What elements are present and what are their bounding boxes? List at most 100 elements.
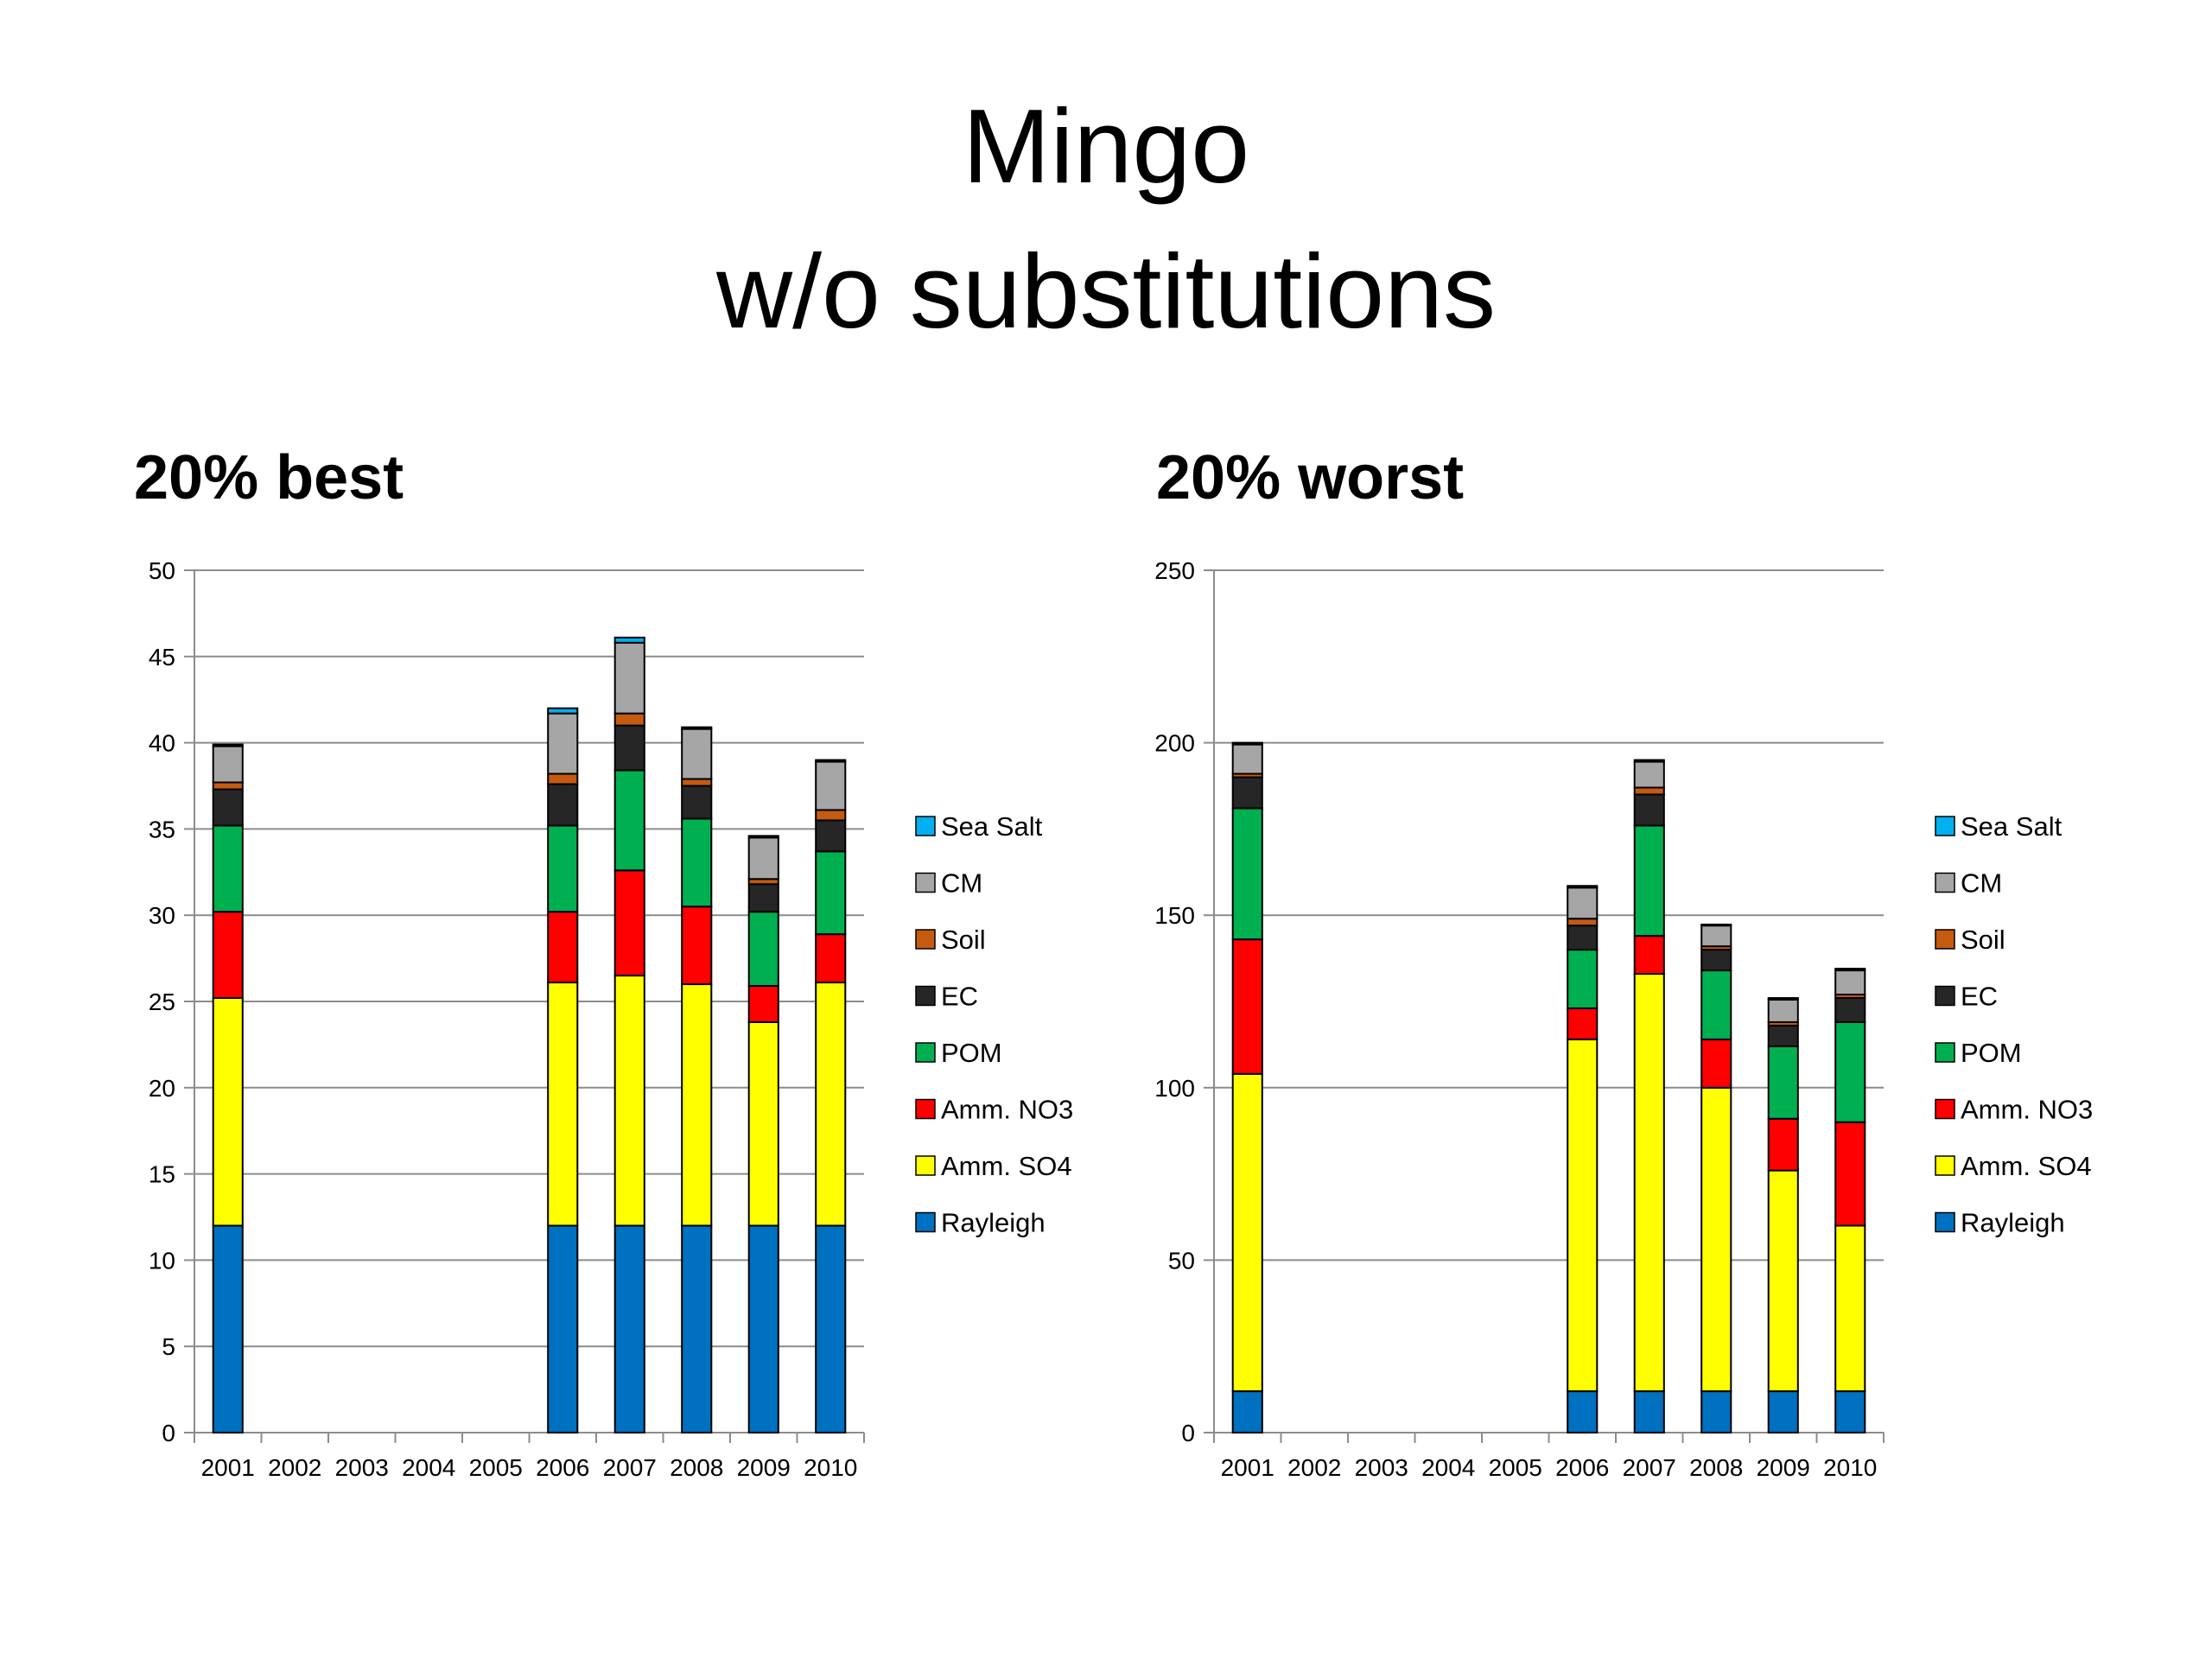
best-bar-pom-2010 xyxy=(815,850,847,936)
best-y-tick-label: 30 xyxy=(149,902,175,929)
best-bar-amm-so4-2006 xyxy=(547,982,579,1227)
worst-bar-rayleigh-2008 xyxy=(1700,1390,1732,1434)
best-legend-swatch-rayleigh xyxy=(915,1211,936,1233)
worst-bar-pom-2009 xyxy=(1767,1045,1799,1120)
worst-bar-amm-no3-2009 xyxy=(1767,1117,1799,1172)
best-legend-label-amm-so4: Amm. SO4 xyxy=(941,1151,1072,1181)
worst-bar-cm-2007 xyxy=(1633,760,1665,789)
worst-bar-soil-2006 xyxy=(1567,918,1599,927)
worst-legend-swatch-ec xyxy=(1935,985,1955,1007)
best-bar-sea-salt-2009 xyxy=(747,835,779,839)
best-legend-swatch-amm-no3 xyxy=(915,1098,936,1120)
best-legend-swatch-pom xyxy=(915,1042,936,1063)
best-bar-rayleigh-2006 xyxy=(547,1224,579,1433)
best-legend-swatch-amm-so4 xyxy=(915,1155,936,1176)
worst-x-tick-label: 2002 xyxy=(1287,1454,1341,1481)
best-bar-pom-2001 xyxy=(212,824,244,913)
best-x-tick-label: 2003 xyxy=(335,1454,389,1481)
best-x-tick-label: 2008 xyxy=(670,1454,723,1481)
worst-legend-label-amm-so4: Amm. SO4 xyxy=(1961,1151,2092,1181)
worst-legend-swatch-pom xyxy=(1935,1042,1955,1063)
best-legend-label-cm: CM xyxy=(941,868,982,899)
worst-bar-amm-so4-2010 xyxy=(1834,1224,1866,1393)
best-y-tick-label: 5 xyxy=(162,1333,175,1360)
worst-bar-ec-2007 xyxy=(1633,793,1665,827)
worst-bar-sea-salt-2006 xyxy=(1567,885,1599,889)
best-bar-sea-salt-2007 xyxy=(613,636,645,644)
best-bar-cm-2008 xyxy=(681,728,713,780)
best-bar-pom-2007 xyxy=(613,769,645,872)
best-y-tick-label: 15 xyxy=(149,1161,175,1188)
chart-best: 0 5 10 15 20 25 30 35 40 45 50 2001 2002 2003 2004 2005… xyxy=(149,557,1073,1481)
worst-legend-label-rayleigh: Rayleigh xyxy=(1961,1208,2065,1238)
worst-x-tick-label: 2004 xyxy=(1421,1454,1475,1481)
best-legend-label-soil: Soil xyxy=(941,925,986,955)
worst-bar-amm-no3-2001 xyxy=(1231,938,1263,1075)
best-legend-swatch-soil xyxy=(915,929,936,950)
best-y-tick-label: 10 xyxy=(149,1247,175,1274)
worst-bar-amm-so4-2009 xyxy=(1767,1169,1799,1393)
worst-legend-label-soil: Soil xyxy=(1961,925,2005,955)
worst-legend-swatch-sea-salt xyxy=(1935,816,1955,836)
best-bar-rayleigh-2001 xyxy=(212,1224,244,1433)
worst-bar-rayleigh-2009 xyxy=(1767,1390,1799,1434)
best-x-tick-label: 2007 xyxy=(603,1454,657,1481)
chart-title-worst: 20% worst xyxy=(1156,443,1465,512)
best-bar-ec-2006 xyxy=(547,783,579,827)
worst-bar-pom-2007 xyxy=(1633,824,1665,938)
worst-bar-rayleigh-2001 xyxy=(1231,1390,1263,1434)
best-y-tick-label: 40 xyxy=(149,730,175,757)
best-bar-soil-2001 xyxy=(212,781,244,791)
worst-bar-amm-no3-2010 xyxy=(1834,1121,1866,1227)
best-bar-sea-salt-2008 xyxy=(681,726,713,730)
best-x-tick-label: 2002 xyxy=(268,1454,321,1481)
best-legend-label-pom: POM xyxy=(941,1038,1002,1068)
worst-y-tick-label: 0 xyxy=(1181,1420,1195,1446)
best-y-tick-label: 25 xyxy=(149,988,175,1015)
best-bar-amm-no3-2006 xyxy=(547,911,579,984)
worst-bar-amm-no3-2008 xyxy=(1700,1038,1732,1089)
best-y-tick-label: 0 xyxy=(162,1420,175,1446)
best-bar-pom-2008 xyxy=(681,817,713,908)
best-legend-label-amm-no3: Amm. NO3 xyxy=(941,1095,1073,1125)
worst-bar-ec-2008 xyxy=(1700,949,1732,972)
best-bar-amm-no3-2010 xyxy=(815,933,847,984)
worst-bar-pom-2001 xyxy=(1231,807,1263,941)
best-y-tick-label: 20 xyxy=(149,1075,175,1102)
worst-x-tick-label: 2005 xyxy=(1489,1454,1542,1481)
worst-bar-amm-so4-2001 xyxy=(1231,1072,1263,1393)
best-bar-cm-2007 xyxy=(613,641,645,715)
best-bar-rayleigh-2007 xyxy=(613,1224,645,1433)
best-bar-amm-so4-2007 xyxy=(613,975,645,1227)
best-bar-sea-salt-2010 xyxy=(815,759,847,763)
best-x-tick-label: 2001 xyxy=(201,1454,255,1481)
worst-x-tick-label: 2003 xyxy=(1355,1454,1408,1481)
worst-bar-rayleigh-2007 xyxy=(1633,1390,1665,1434)
best-legend-label-ec: EC xyxy=(941,982,978,1012)
chart-worst: 0 50 100 150 200 250 2001 2002 2003 2004 2005 2006 2… xyxy=(1154,557,2093,1481)
best-y-tick-label: 35 xyxy=(149,816,175,842)
worst-bar-sea-salt-2001 xyxy=(1231,741,1263,746)
best-bar-amm-no3-2008 xyxy=(681,906,713,986)
best-bar-pom-2009 xyxy=(747,911,779,988)
best-bar-soil-2008 xyxy=(681,778,713,787)
worst-bar-pom-2010 xyxy=(1834,1020,1866,1123)
worst-bar-cm-2010 xyxy=(1834,969,1866,996)
worst-bar-pom-2008 xyxy=(1700,969,1732,1040)
worst-x-tick-label: 2006 xyxy=(1555,1454,1609,1481)
worst-bar-ec-2010 xyxy=(1834,997,1866,1023)
best-bar-cm-2001 xyxy=(212,745,244,784)
worst-bar-pom-2006 xyxy=(1567,949,1599,1009)
worst-legend-swatch-cm xyxy=(1935,872,1955,893)
worst-x-tick-label: 2007 xyxy=(1623,1454,1676,1481)
worst-x-tick-label: 2001 xyxy=(1221,1454,1274,1481)
worst-bar-sea-salt-2009 xyxy=(1767,997,1799,1001)
worst-bar-cm-2008 xyxy=(1700,925,1732,948)
best-y-tick-label: 45 xyxy=(149,644,175,671)
worst-legend-swatch-amm-so4 xyxy=(1935,1155,1955,1176)
best-bar-pom-2006 xyxy=(547,824,579,913)
worst-x-tick-label: 2009 xyxy=(1757,1454,1810,1481)
best-x-tick-label: 2010 xyxy=(804,1454,857,1481)
best-bar-ec-2009 xyxy=(747,883,779,913)
best-bar-rayleigh-2010 xyxy=(815,1224,847,1433)
